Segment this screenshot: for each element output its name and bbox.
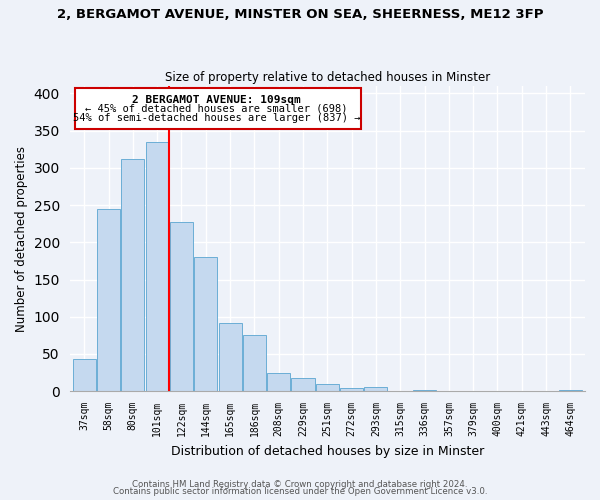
- Bar: [364, 386, 388, 391]
- Bar: [559, 390, 582, 391]
- Y-axis label: Number of detached properties: Number of detached properties: [15, 146, 28, 332]
- Title: Size of property relative to detached houses in Minster: Size of property relative to detached ho…: [165, 70, 490, 84]
- Text: 2, BERGAMOT AVENUE, MINSTER ON SEA, SHEERNESS, ME12 3FP: 2, BERGAMOT AVENUE, MINSTER ON SEA, SHEE…: [57, 8, 543, 20]
- Bar: [340, 388, 363, 391]
- Text: 54% of semi-detached houses are larger (837) →: 54% of semi-detached houses are larger (…: [73, 113, 360, 123]
- X-axis label: Distribution of detached houses by size in Minster: Distribution of detached houses by size …: [171, 444, 484, 458]
- Bar: [73, 359, 96, 391]
- Text: ← 45% of detached houses are smaller (698): ← 45% of detached houses are smaller (69…: [85, 104, 348, 114]
- Bar: [121, 159, 145, 391]
- Text: 2 BERGAMOT AVENUE: 109sqm: 2 BERGAMOT AVENUE: 109sqm: [132, 95, 301, 105]
- Text: Contains public sector information licensed under the Open Government Licence v3: Contains public sector information licen…: [113, 488, 487, 496]
- Bar: [316, 384, 339, 391]
- Bar: [170, 222, 193, 391]
- Bar: [97, 209, 120, 391]
- Bar: [243, 336, 266, 391]
- Bar: [292, 378, 314, 391]
- Bar: [194, 257, 217, 391]
- FancyBboxPatch shape: [75, 88, 361, 129]
- Bar: [218, 324, 242, 391]
- Bar: [413, 390, 436, 391]
- Bar: [267, 372, 290, 391]
- Text: Contains HM Land Registry data © Crown copyright and database right 2024.: Contains HM Land Registry data © Crown c…: [132, 480, 468, 489]
- Bar: [146, 142, 169, 391]
